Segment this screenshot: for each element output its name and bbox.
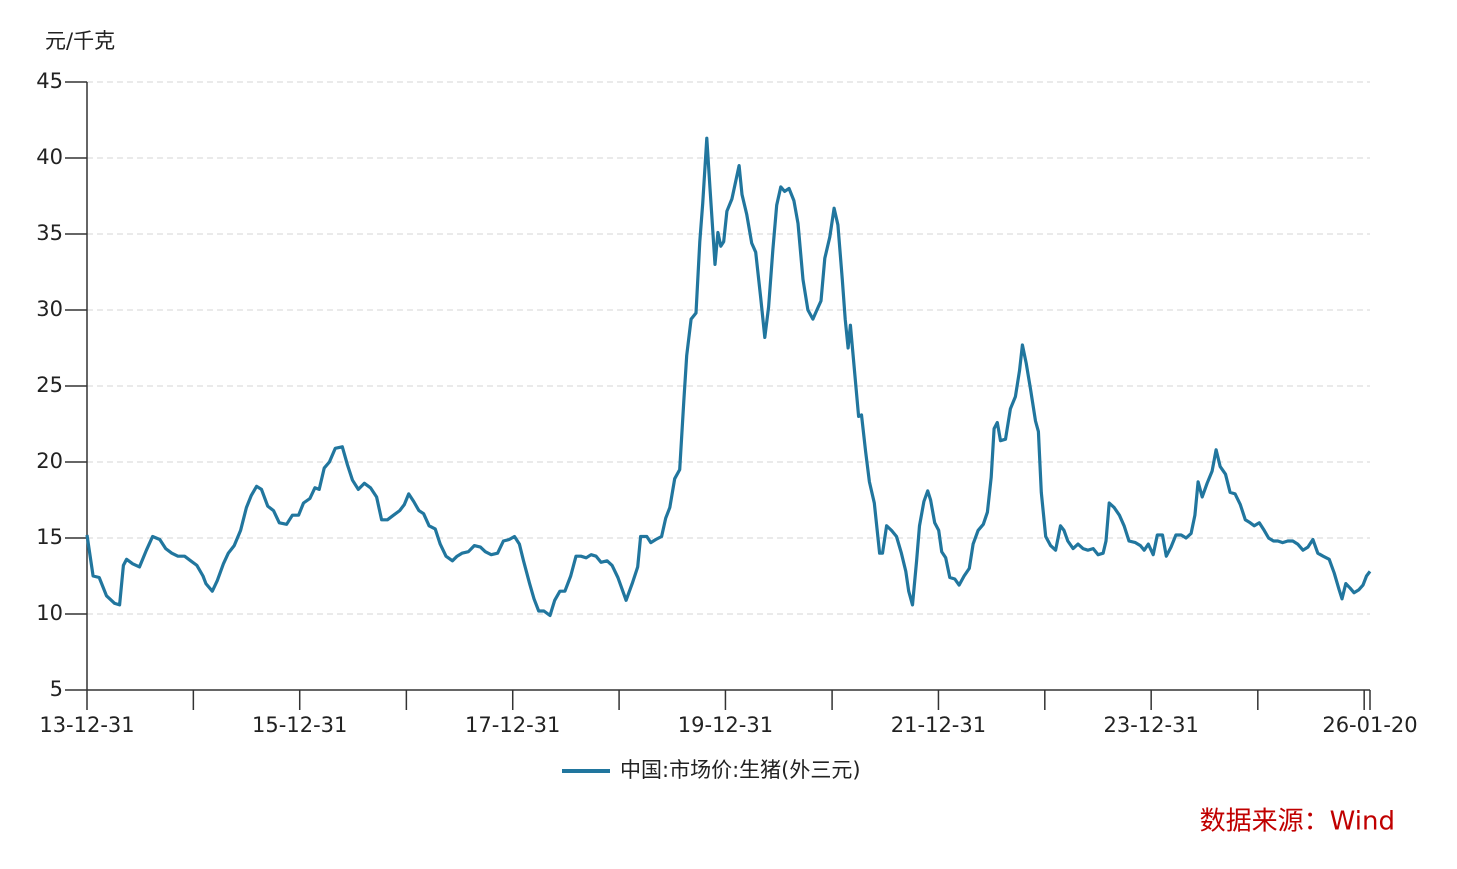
y-tick-label: 20: [36, 449, 63, 473]
source-note: 数据来源：Wind: [1200, 807, 1395, 837]
x-tick-label: 26-01-20: [1322, 713, 1417, 737]
y-tick-label: 10: [36, 601, 63, 625]
x-tick-label: 15-12-31: [252, 713, 347, 737]
y-axis-label: 元/千克: [45, 29, 115, 53]
y-tick-label: 45: [36, 69, 63, 93]
y-tick-label: 25: [36, 373, 63, 397]
line-series: [85, 136, 1372, 618]
y-tick-label: 40: [36, 145, 63, 169]
x-tick-label: 19-12-31: [678, 713, 773, 737]
y-tick-label: 30: [36, 297, 63, 321]
y-tick-label: 5: [50, 677, 63, 701]
legend-label: 中国:市场价:生猪(外三元): [620, 758, 861, 782]
x-tick-label: 13-12-31: [39, 713, 134, 737]
y-tick-label: 35: [36, 221, 63, 245]
x-tick-label: 21-12-31: [891, 713, 986, 737]
x-tick-label: 17-12-31: [465, 713, 560, 737]
y-tick-label: 15: [36, 525, 63, 549]
x-tick-label: 23-12-31: [1104, 713, 1199, 737]
